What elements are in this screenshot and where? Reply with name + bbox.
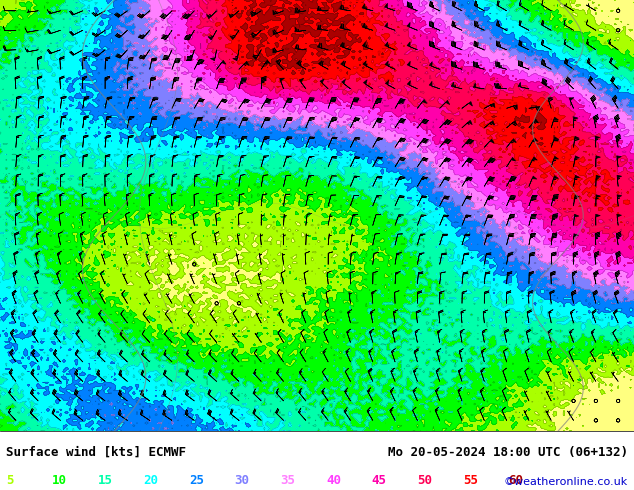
Polygon shape: [545, 151, 621, 280]
Text: 35: 35: [280, 474, 295, 487]
Text: 10: 10: [52, 474, 67, 487]
Text: 25: 25: [189, 474, 204, 487]
Text: 55: 55: [463, 474, 478, 487]
Text: Surface wind [kts] ECMWF: Surface wind [kts] ECMWF: [6, 446, 186, 459]
Text: ©weatheronline.co.uk: ©weatheronline.co.uk: [503, 477, 628, 487]
Text: 20: 20: [143, 474, 158, 487]
Text: 15: 15: [98, 474, 113, 487]
Text: Mo 20-05-2024 18:00 UTC (06+132): Mo 20-05-2024 18:00 UTC (06+132): [387, 446, 628, 459]
Text: 45: 45: [372, 474, 387, 487]
Text: 60: 60: [508, 474, 524, 487]
Text: 5: 5: [6, 474, 14, 487]
Text: 50: 50: [417, 474, 432, 487]
Text: 30: 30: [235, 474, 250, 487]
Text: 40: 40: [326, 474, 341, 487]
